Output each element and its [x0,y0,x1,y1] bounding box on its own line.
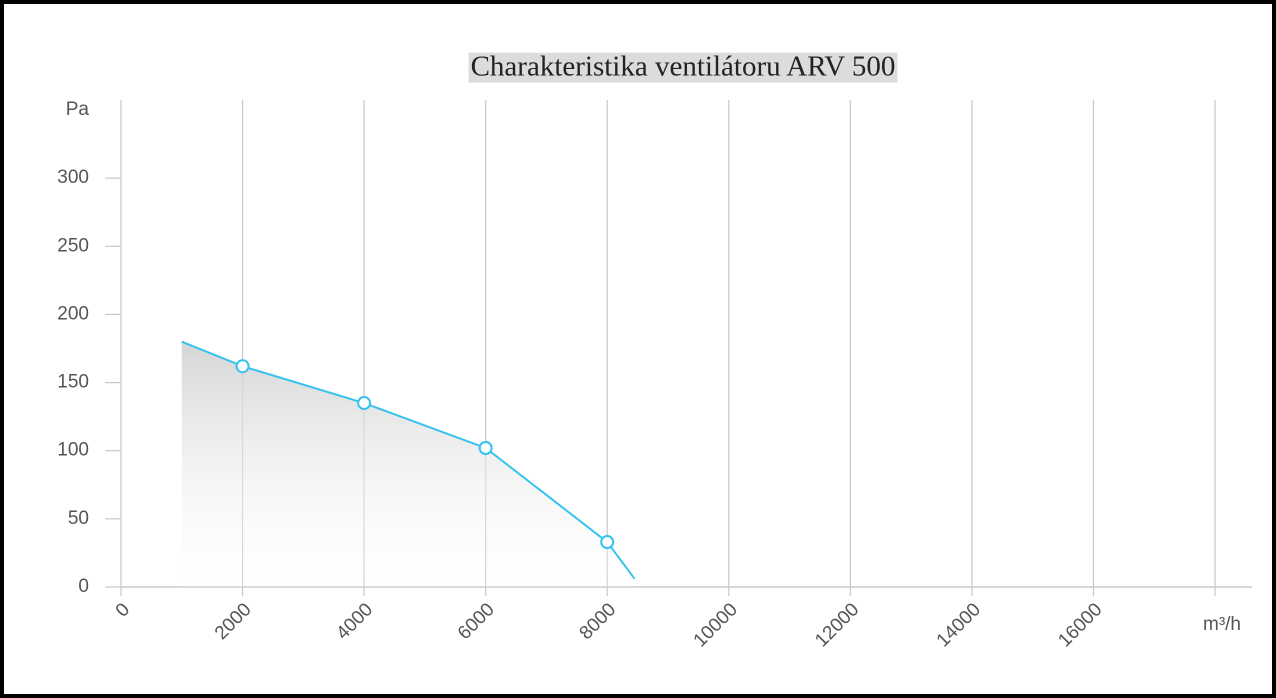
y-tick-label: 50 [68,508,89,529]
y-tick-label: 250 [57,235,89,256]
x-tick-label: 16000 [1054,599,1106,651]
marker [235,359,250,374]
x-tick-label: 14000 [933,599,985,651]
x-tick-label: 6000 [454,599,499,644]
marker [600,535,615,550]
x-tick-label: 4000 [332,599,377,644]
x-tick-label: 10000 [690,599,742,651]
x-tick-label: 0 [112,599,134,621]
x-tick-label: 8000 [576,599,621,644]
x-tick-label: 2000 [211,599,256,644]
chart-title: Charakteristika ventilátoru ARV 500 [471,51,896,83]
title-background [468,52,898,83]
area [181,341,635,587]
x-tick-label: 12000 [811,599,863,651]
line [181,340,636,580]
y-tick-label: 300 [57,167,89,188]
marker [357,396,372,411]
x-axis-unit: m³/h [1203,614,1241,635]
chart: Charakteristika ventilátoru ARV 500 0 200… [57,51,1252,651]
y-tick-label: 150 [57,372,89,393]
marker [478,440,493,455]
y-tick-label: 0 [78,576,89,597]
y-tick-label: 100 [57,440,89,461]
y-axis-unit: Pa [66,99,90,120]
y-tick-label: 200 [57,303,89,324]
